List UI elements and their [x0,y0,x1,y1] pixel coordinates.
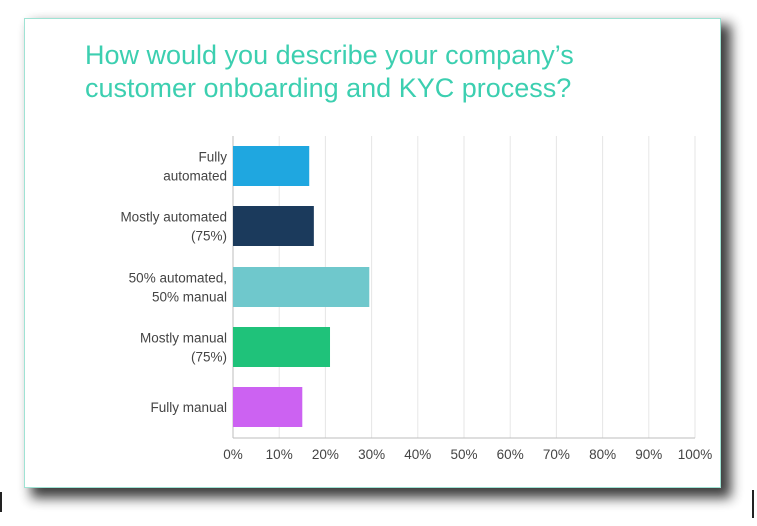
x-tick-label-20: 20% [312,447,339,462]
x-tick-label-70: 70% [543,447,570,462]
chart-title: How would you describe your company’s cu… [85,39,705,105]
category-label-0-1: automated [163,169,227,184]
category-label-1-0: Mostly automated [120,210,227,225]
chart-card: How would you describe your company’s cu… [24,18,721,488]
bar-2 [233,267,370,307]
category-label-3-1: (75%) [191,350,227,365]
category-label-2-1: 50% manual [152,290,227,305]
bar-0 [233,146,310,186]
category-labels: Fully automated Mostly automated (75%) 50% a… [120,150,227,416]
chart-title-line-2: customer onboarding and KYC process? [85,73,572,103]
right-edge-mark [752,490,754,518]
category-label-4-0: Fully manual [150,400,227,415]
bar-3 [233,327,331,367]
category-label-3-0: Mostly manual [140,331,227,346]
left-edge-mark [0,492,2,512]
bar-1 [233,206,314,246]
x-tick-label-80: 80% [589,447,616,462]
x-tick-label-100: 100% [678,447,713,462]
bar-4 [233,387,303,427]
category-label-1-1: (75%) [191,229,227,244]
category-label-2-0: 50% automated, [129,271,227,286]
bars [233,146,370,427]
x-tick-labels: 0% 10% 20% 30% 40% 50% 60% 70% 80% 90% 100% [223,447,712,462]
category-label-0-0: Fully [198,150,227,165]
x-tick-label-10: 10% [266,447,293,462]
x-tick-label-40: 40% [404,447,431,462]
chart-title-line-1: How would you describe your company’s [85,40,574,70]
x-tick-label-90: 90% [635,447,662,462]
x-tick-label-60: 60% [497,447,524,462]
x-tick-label-50: 50% [450,447,477,462]
x-tick-label-30: 30% [358,447,385,462]
x-tick-label-0: 0% [223,447,243,462]
